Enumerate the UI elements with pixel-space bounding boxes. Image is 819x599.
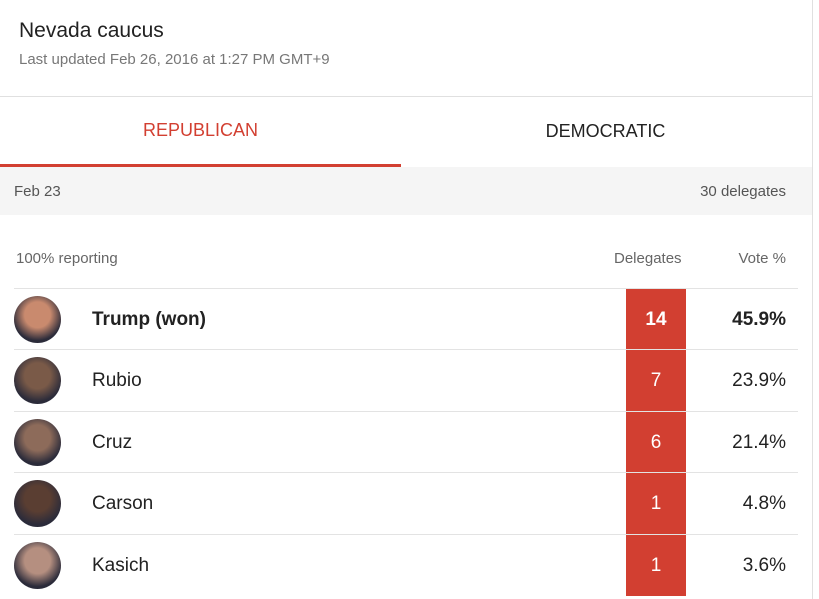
- vote-percent: 4.8%: [742, 493, 786, 515]
- vote-percent: 23.9%: [732, 370, 786, 392]
- candidate-name: Cruz: [92, 431, 133, 453]
- avatar: [14, 418, 61, 466]
- vote-percent: 45.9%: [732, 309, 786, 330]
- title: Nevada caucus: [19, 19, 164, 42]
- column-header: Delegates: [614, 250, 682, 267]
- candidate-row: Cruz 6 21.4%: [14, 410, 798, 473]
- tab[interactable]: REPUBLICAN: [0, 97, 401, 167]
- delegates: 1: [626, 473, 686, 535]
- info-band: Feb 23 30 delegates: [0, 167, 812, 215]
- reporting: 100% reporting: [16, 250, 118, 267]
- avatar: [14, 480, 61, 528]
- candidate-row: Carson 1 4.8%: [14, 472, 798, 535]
- candidate-name: Rubio: [92, 370, 142, 392]
- date: Feb 23: [14, 183, 61, 200]
- delegates: 6: [626, 411, 686, 473]
- candidate-row: Trump (won) 14 45.9%: [14, 288, 798, 350]
- candidate-name: Carson: [92, 493, 154, 515]
- candidate-name: Trump (won): [92, 309, 206, 330]
- delegates: 14: [626, 289, 686, 350]
- vote-percent: 21.4%: [732, 431, 786, 453]
- tab[interactable]: DEMOCRATIC: [545, 121, 666, 141]
- avatar: [14, 357, 61, 405]
- delegates: 7: [626, 350, 686, 412]
- delegates: 1: [626, 534, 686, 596]
- subtitle: Last updated Feb 26, 2016 at 1:27 PM GMT…: [19, 51, 330, 68]
- candidate-row: Kasich 1 3.6%: [14, 533, 798, 596]
- delegates-total: 30 delegates: [700, 183, 786, 200]
- avatar: [14, 541, 61, 589]
- avatar: [14, 296, 61, 343]
- vote-percent: 3.6%: [742, 554, 786, 576]
- candidate-row: Rubio 7 23.9%: [14, 349, 798, 412]
- column-header: Vote %: [738, 250, 786, 267]
- tab-bar: REPUBLICAN DEMOCRATIC: [0, 96, 812, 168]
- candidate-name: Kasich: [92, 554, 150, 576]
